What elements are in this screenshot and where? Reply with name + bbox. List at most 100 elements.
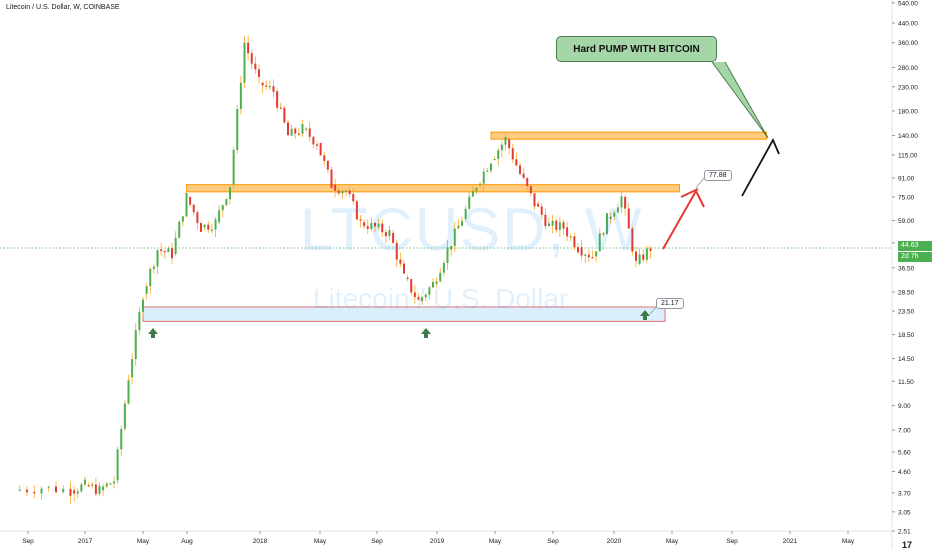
candle-body (501, 145, 503, 151)
price-tick-label: 230.00 (898, 84, 918, 91)
candle-body (519, 166, 521, 174)
candle-body (157, 250, 159, 266)
candle-body (294, 129, 296, 134)
current-price-badge: 44.63 (898, 241, 932, 251)
candle-body (91, 485, 93, 486)
candle-body (153, 267, 155, 269)
candle-body (84, 480, 86, 485)
time-tick-label: May (137, 538, 150, 545)
candle-body (175, 238, 177, 254)
candle-body (309, 129, 311, 137)
candle-body (490, 164, 492, 171)
time-tick-label: May (314, 538, 327, 545)
candle-body (207, 225, 209, 230)
price-tick-label: 140.00 (898, 133, 918, 140)
candle-body (334, 185, 336, 191)
candle-body (186, 193, 188, 216)
candle-body (149, 269, 151, 286)
zone-resistance-mid (187, 185, 680, 192)
up-arrow-icon (421, 328, 431, 338)
candle-body (229, 187, 231, 199)
projection-arrow (663, 191, 704, 249)
candle-body (77, 491, 79, 493)
candle-body (240, 83, 242, 109)
candle-body (443, 263, 445, 273)
candle-body (280, 108, 282, 109)
candle-body (439, 273, 441, 282)
time-tick-label: 2019 (430, 538, 445, 545)
candle-body (124, 404, 126, 429)
time-tick-label: May (666, 538, 679, 545)
watermark-symbol: LTCUSD, W (300, 195, 644, 264)
up-arrow-icon (148, 328, 158, 338)
candle-body (273, 86, 275, 92)
candle-body (523, 174, 525, 178)
candle-body (276, 91, 278, 108)
watermark-name: Litecoin / U.S. Dollar (313, 283, 568, 315)
price-tick-label: 180.00 (898, 108, 918, 115)
candle-body (117, 449, 119, 480)
price-tick-label: 360.00 (898, 40, 918, 47)
price-tick-label: 59.00 (898, 218, 915, 225)
time-tick-label: Aug (181, 538, 193, 545)
candle-body (142, 300, 144, 312)
candle-body (320, 143, 322, 155)
candle-body (236, 109, 238, 150)
candle-body (33, 492, 35, 493)
candle-body (218, 210, 220, 222)
candle-body (486, 171, 488, 172)
candle-body (99, 486, 101, 494)
candle-body (345, 191, 347, 192)
candle-body (251, 53, 253, 63)
zone-resistance-high (491, 132, 767, 139)
candle-body (160, 249, 162, 251)
candle-body (287, 122, 289, 135)
candle-body (302, 124, 304, 134)
price-tick-label: 11.50 (898, 379, 914, 386)
candle-body (48, 486, 50, 487)
candle-body (102, 487, 104, 491)
candle-body (483, 172, 485, 184)
time-tick-label: 2021 (783, 538, 798, 545)
candle-body (109, 483, 111, 484)
candle-body (247, 43, 249, 53)
support-price-label[interactable]: 21.17 (656, 298, 684, 309)
price-tick-label: 3.70 (898, 490, 911, 497)
candle-body (515, 159, 517, 165)
time-tick-label: 2017 (78, 538, 93, 545)
candle-body (407, 278, 409, 279)
candle-body (131, 359, 133, 377)
price-tick-label: 9.00 (898, 403, 911, 410)
candle-body (331, 170, 333, 188)
time-tick-label: Sep (726, 538, 738, 545)
candle-body (128, 380, 130, 403)
candle-body (262, 83, 264, 86)
candle-body (298, 134, 300, 135)
candle-body (120, 429, 122, 450)
price-tick-label: 3.05 (898, 509, 911, 516)
target-price-label[interactable]: 77.88 (704, 170, 732, 181)
callout-box[interactable]: Hard PUMP WITH BITCOIN (556, 36, 717, 62)
candle-body (193, 205, 195, 213)
candle-body (225, 199, 227, 205)
candle-body (497, 150, 499, 159)
candle-body (106, 484, 108, 487)
time-tick-label: Sep (371, 538, 383, 545)
time-tick-label: 2020 (607, 538, 622, 545)
price-tick-label: 4.60 (898, 469, 911, 476)
countdown-badge: 2d 7h (898, 252, 932, 262)
candle-body (164, 251, 166, 252)
candle-body (19, 490, 21, 491)
price-tick-label: 440.00 (898, 21, 918, 28)
candle-body (70, 489, 72, 496)
candle-body (403, 264, 405, 274)
candle-body (530, 186, 532, 193)
time-tick-label: 2018 (253, 538, 268, 545)
candle-body (312, 137, 314, 145)
candle-body (258, 69, 260, 77)
target-label-leader (696, 178, 704, 188)
price-tick-label: 14.50 (898, 356, 915, 363)
candle-body (479, 184, 481, 185)
